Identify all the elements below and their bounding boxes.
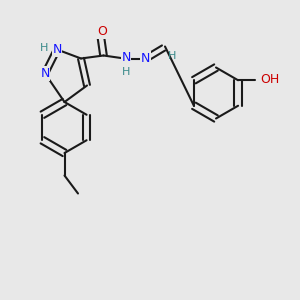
Text: N: N	[52, 43, 62, 56]
Text: H: H	[40, 43, 49, 53]
Text: O: O	[97, 25, 107, 38]
Text: N: N	[141, 52, 150, 65]
Text: N: N	[121, 50, 131, 64]
Text: H: H	[122, 67, 130, 77]
Text: OH: OH	[260, 73, 279, 86]
Text: H: H	[168, 50, 177, 61]
Text: N: N	[40, 67, 50, 80]
